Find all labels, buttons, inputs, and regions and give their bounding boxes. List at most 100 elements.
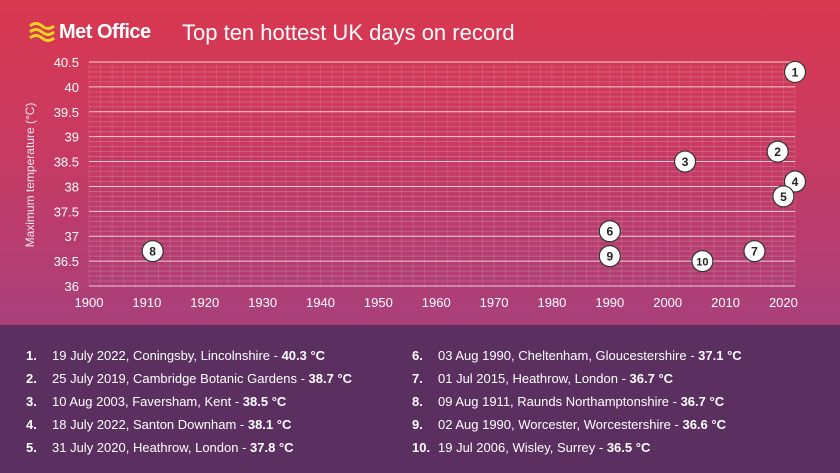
data-point-marker <box>691 250 714 273</box>
x-tick-label: 1950 <box>364 295 393 310</box>
legend-item-text: 10 Aug 2003, Faversham, Kent - <box>52 394 243 409</box>
y-tick-label: 39.5 <box>54 105 79 120</box>
x-tick-label: 1910 <box>132 295 161 310</box>
legend-item: 9. 02 Aug 1990, Worcester, Worcestershire… <box>412 413 742 436</box>
x-tick-label: 1900 <box>75 295 104 310</box>
y-tick-label: 38 <box>65 179 79 194</box>
data-point-marker <box>783 60 807 84</box>
chart-grid <box>88 61 796 287</box>
y-tick-label: 40 <box>65 80 79 95</box>
legend-item-number: 2. <box>26 371 37 386</box>
x-tick-label: 2020 <box>769 295 798 310</box>
y-tick-label: 37 <box>65 229 79 244</box>
legend-item-text: 19 July 2022, Coningsby, Lincolnshire - <box>52 348 282 363</box>
data-point: 9 <box>598 245 621 268</box>
legend-item-value: 40.3 °C <box>281 348 326 363</box>
legend-item-number: 9. <box>412 417 423 432</box>
x-tick-label: 2010 <box>711 295 740 310</box>
page-title: Top ten hottest UK days on record <box>182 20 515 45</box>
legend-item-text: 03 Aug 1990, Cheltenham, Gloucestershire… <box>438 348 699 363</box>
x-tick-label: 1920 <box>190 295 219 310</box>
x-tick-label: 2000 <box>653 295 682 310</box>
data-point-marker <box>743 240 766 263</box>
legend-left-column: 1. 19 July 2022, Coningsby, Lincolnshire … <box>26 344 352 459</box>
legend-item-number: 3. <box>26 394 37 409</box>
legend-item-text: 18 July 2022, Santon Downham - <box>52 417 248 432</box>
legend-item-text: 02 Aug 1990, Worcester, Worcestershire - <box>438 417 683 432</box>
legend-item-text: 01 Jul 2015, Heathrow, London - <box>438 371 630 386</box>
legend-item-value: 38.7 °C <box>308 371 353 386</box>
met-office-waves-icon <box>29 22 55 42</box>
legend-item-value: 37.8 °C <box>250 440 294 455</box>
y-tick-label: 40.5 <box>54 55 79 70</box>
y-axis-label: Maximum temperature (°C) <box>23 103 37 248</box>
legend-item-value: 38.5 °C <box>242 394 287 409</box>
data-point-label: 7 <box>751 245 758 259</box>
data-point: 8 <box>141 240 164 263</box>
data-point-marker <box>772 185 795 208</box>
y-tick-label: 36.5 <box>54 254 79 269</box>
data-point: 5 <box>772 185 795 208</box>
y-tick-label: 36 <box>65 279 79 294</box>
data-point-label: 2 <box>774 145 781 159</box>
legend-item-text: 09 Aug 1911, Raunds Northamptonshire - <box>438 394 681 409</box>
data-point: 1 <box>783 60 807 84</box>
legend-item: 6. 03 Aug 1990, Cheltenham, Gloucestershi… <box>412 344 742 367</box>
data-point: 7 <box>743 240 766 263</box>
legend-item-value: 36.5 °C <box>606 440 651 455</box>
legend-item: 3. 10 Aug 2003, Faversham, Kent - 38.5 °C <box>26 390 352 413</box>
legend-item-number: 10. <box>412 440 431 455</box>
logo-text: Met Office <box>59 20 151 43</box>
legend-item-value: 36.6 °C <box>682 417 726 432</box>
data-point: 6 <box>598 220 621 243</box>
data-point-marker <box>766 140 789 163</box>
data-point-label: 5 <box>780 190 787 204</box>
data-point-label: 10 <box>696 257 708 269</box>
legend-item: 4. 18 July 2022, Santon Downham - 38.1 °C <box>26 413 352 436</box>
data-point-label: 4 <box>792 175 799 189</box>
legend-item-text: 25 July 2019, Cambridge Botanic Gardens … <box>52 371 309 386</box>
data-point: 4 <box>783 170 807 193</box>
legend-item: 8. 09 Aug 1911, Raunds Northamptonshire -… <box>412 390 742 413</box>
y-tick-label: 37.5 <box>54 204 79 219</box>
legend-right-column: 6. 03 Aug 1990, Cheltenham, Gloucestershi… <box>412 344 742 459</box>
legend-item-number: 5. <box>26 440 37 455</box>
y-axis-ticks: 36 36.5 37 37.5 38 38.5 39 39.5 40 40.5 <box>54 55 79 294</box>
legend-item: 10. 19 Jul 2006, Wisley, Surrey - 36.5 °C <box>412 436 742 459</box>
x-tick-label: 1970 <box>480 295 509 310</box>
met-office-logo: Met Office <box>28 20 151 44</box>
data-point-marker <box>598 220 621 243</box>
data-point-label: 6 <box>606 225 613 239</box>
x-tick-label: 1940 <box>306 295 335 310</box>
x-tick-label: 1980 <box>537 295 566 310</box>
data-points: 1 2 3 45 6 7 8 9 10 <box>141 60 807 273</box>
legend-item-text: 31 July 2020, Heathrow, London - <box>52 440 251 455</box>
y-tick-label: 38.5 <box>54 155 79 170</box>
x-tick-label: 1930 <box>248 295 277 310</box>
data-point: 3 <box>673 150 697 173</box>
data-point-label: 1 <box>792 65 799 79</box>
y-tick-label: 39 <box>65 130 79 145</box>
legend-item-number: 7. <box>412 371 423 386</box>
legend-item: 2. 25 July 2019, Cambridge Botanic Garden… <box>26 367 352 390</box>
legend-item: 1. 19 July 2022, Coningsby, Lincolnshire … <box>26 344 352 367</box>
legend-item-value: 36.7 °C <box>629 371 674 386</box>
legend-item-number: 6. <box>412 348 423 363</box>
data-point-label: 3 <box>682 155 689 169</box>
x-tick-label: 1960 <box>422 295 451 310</box>
data-point-marker <box>598 245 621 268</box>
legend-item-value: 36.7 °C <box>680 394 725 409</box>
data-point-label: 8 <box>149 245 156 259</box>
legend-panel <box>0 325 840 473</box>
legend-item-number: 8. <box>412 394 423 409</box>
legend-item: 7. 01 Jul 2015, Heathrow, London - 36.7 °… <box>412 367 742 390</box>
data-point: 2 <box>766 140 789 163</box>
data-point-marker <box>141 240 164 263</box>
x-tick-label: 1990 <box>595 295 624 310</box>
data-point-label: 9 <box>606 250 613 264</box>
data-point: 10 <box>691 250 714 273</box>
legend-item-number: 1. <box>26 348 37 363</box>
legend-item-number: 4. <box>26 417 37 432</box>
legend-item: 5. 31 July 2020, Heathrow, London - 37.8 … <box>26 436 352 459</box>
